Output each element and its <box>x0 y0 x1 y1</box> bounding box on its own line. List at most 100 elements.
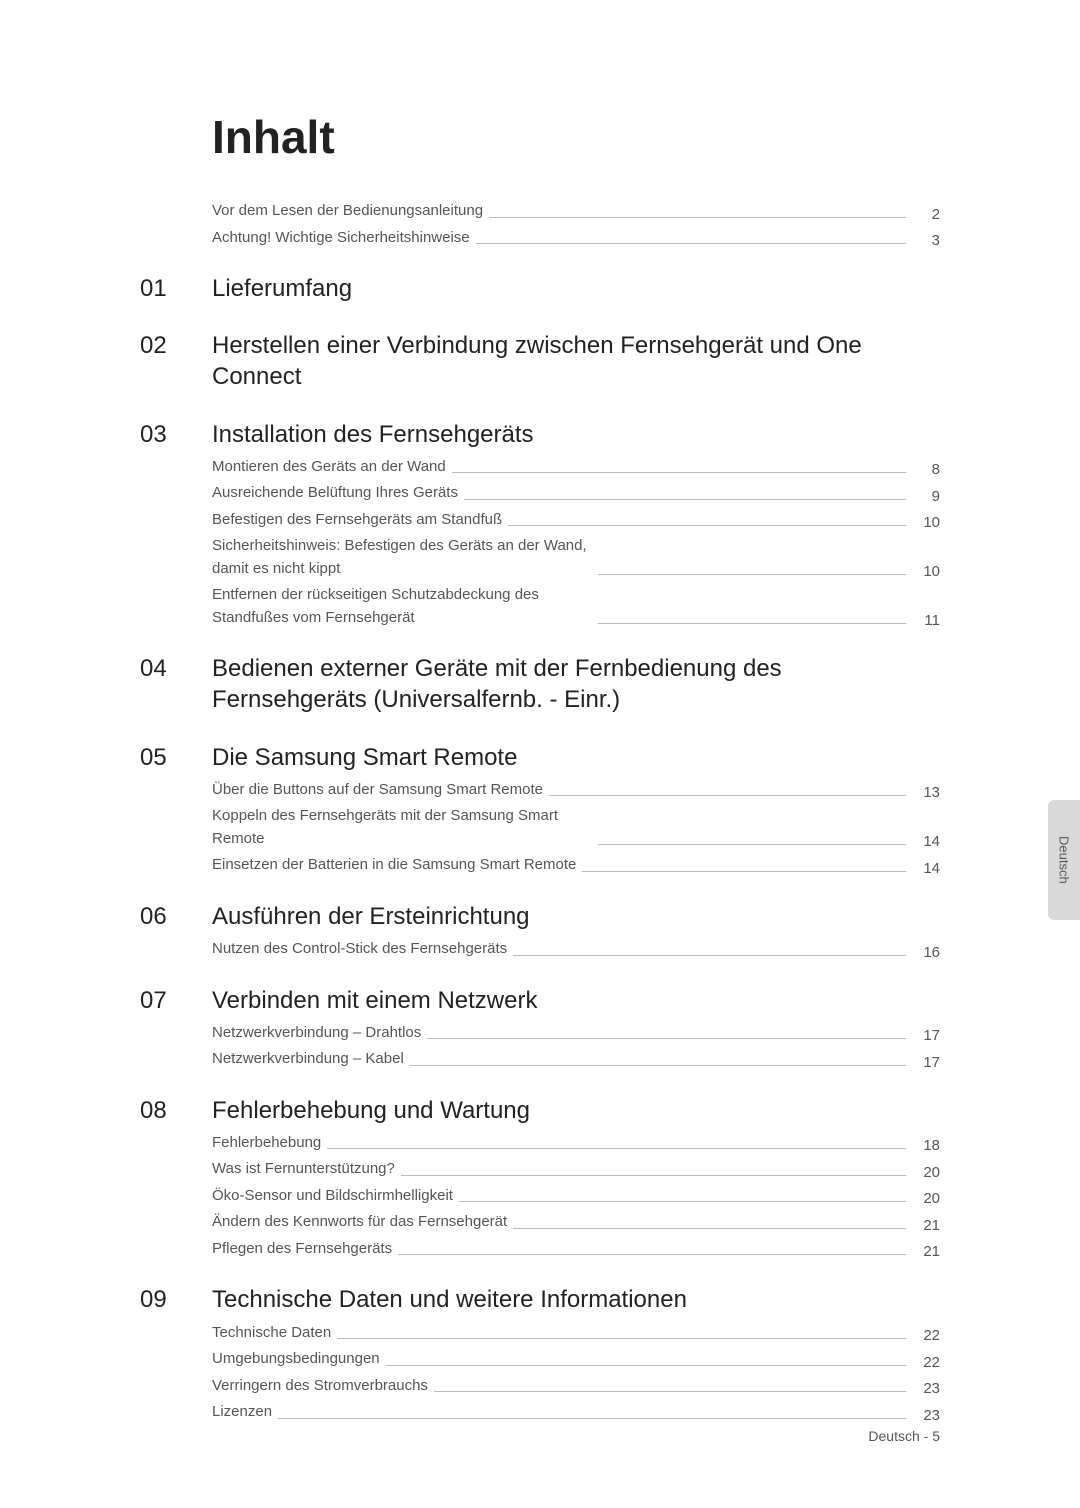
leader-line <box>489 217 906 218</box>
toc-item-page: 8 <box>912 461 940 478</box>
leader-line <box>598 844 906 845</box>
toc-section: 06Ausführen der Ersteinrichtung Nutzen de… <box>140 901 940 965</box>
leader-line <box>459 1201 906 1202</box>
toc-section: 01Lieferumfang <box>140 273 940 310</box>
section-body: Technische Daten und weitere Information… <box>212 1284 940 1427</box>
section-number: 09 <box>140 1284 212 1314</box>
section-body: Herstellen einer Verbindung zwischen Fer… <box>212 330 940 398</box>
section-title: Herstellen einer Verbindung zwischen Fer… <box>212 330 940 392</box>
toc-item-row: Einsetzen der Batterien in die Samsung S… <box>212 854 940 877</box>
leader-line <box>598 623 906 624</box>
toc-item-page: 20 <box>912 1190 940 1207</box>
toc-item-page: 21 <box>912 1243 940 1260</box>
toc-item-row: Lizenzen23 <box>212 1401 940 1424</box>
leader-line <box>476 243 906 244</box>
toc-item-page: 20 <box>912 1164 940 1181</box>
toc-item-label: Lizenzen <box>212 1401 272 1424</box>
section-title: Fehlerbehebung und Wartung <box>212 1095 940 1126</box>
section-title: Technische Daten und weitere Information… <box>212 1284 940 1315</box>
toc-item-row: Ausreichende Belüftung Ihres Geräts9 <box>212 482 940 505</box>
toc-item-page: 22 <box>912 1354 940 1371</box>
toc-item-page: 21 <box>912 1217 940 1234</box>
intro-item-row: Achtung! Wichtige Sicherheitshinweise3 <box>212 227 940 250</box>
section-number: 02 <box>140 330 212 360</box>
toc-item-label: Was ist Fernunterstützung? <box>212 1158 395 1181</box>
section-title: Ausführen der Ersteinrichtung <box>212 901 940 932</box>
language-tab: Deutsch <box>1048 800 1080 920</box>
toc-item-row: Netzwerkverbindung – Kabel 17 <box>212 1048 940 1071</box>
leader-line <box>401 1175 906 1176</box>
toc-item-label: Pflegen des Fernsehgeräts <box>212 1238 392 1261</box>
toc-item-row: Montieren des Geräts an der Wand8 <box>212 456 940 479</box>
leader-line <box>513 1228 906 1229</box>
toc-section: 02Herstellen einer Verbindung zwischen F… <box>140 330 940 398</box>
section-body: Die Samsung Smart Remote Über die Buttons… <box>212 742 940 881</box>
leader-line <box>464 499 906 500</box>
page-footer: Deutsch - 5 <box>868 1428 940 1444</box>
toc-item-label: Einsetzen der Batterien in die Samsung S… <box>212 854 576 877</box>
toc-item-page: 10 <box>912 563 940 580</box>
toc-item-row: Befestigen des Fernsehgeräts am Standfuß… <box>212 509 940 532</box>
toc-section: 07Verbinden mit einem NetzwerkNetzwerkve… <box>140 985 940 1075</box>
toc-item-label: Technische Daten <box>212 1322 331 1345</box>
toc-item-row: Entfernen der rückseitigen Schutzabdecku… <box>212 584 940 629</box>
intro-item-row: Vor dem Lesen der Bedienungsanleitung 2 <box>212 200 940 223</box>
leader-line <box>598 574 906 575</box>
intro-item-page: 3 <box>912 232 940 249</box>
toc-item-page: 14 <box>912 860 940 877</box>
toc-item-page: 17 <box>912 1054 940 1071</box>
toc-item-label: Nutzen des Control-Stick des Fernsehgerä… <box>212 938 507 961</box>
toc-item-row: Koppeln des Fernsehgeräts mit der Samsun… <box>212 805 940 850</box>
section-number: 01 <box>140 273 212 303</box>
section-body: Fehlerbehebung und Wartung Fehlerbehebung… <box>212 1095 940 1265</box>
toc-section: 09Technische Daten und weitere Informati… <box>140 1284 940 1427</box>
toc-item-page: 9 <box>912 488 940 505</box>
toc-item-row: Umgebungsbedingungen22 <box>212 1348 940 1371</box>
toc-item-row: Über die Buttons auf der Samsung Smart R… <box>212 779 940 802</box>
section-title: Bedienen externer Geräte mit der Fernbed… <box>212 653 940 715</box>
section-number: 04 <box>140 653 212 683</box>
leader-line <box>549 795 906 796</box>
leader-line <box>410 1065 906 1066</box>
toc-item-page: 11 <box>912 612 940 629</box>
toc-item-label: Sicherheitshinweis: Befestigen des Gerät… <box>212 535 592 580</box>
section-title: Die Samsung Smart Remote <box>212 742 940 773</box>
section-body: Bedienen externer Geräte mit der Fernbed… <box>212 653 940 721</box>
toc-item-row: Öko-Sensor und Bildschirmhelligkeit20 <box>212 1185 940 1208</box>
toc-item-row: Netzwerkverbindung – Drahtlos17 <box>212 1022 940 1045</box>
toc-section: 04Bedienen externer Geräte mit der Fernb… <box>140 653 940 721</box>
toc-item-row: Technische Daten22 <box>212 1322 940 1345</box>
toc-item-row: Fehlerbehebung18 <box>212 1132 940 1155</box>
toc-item-page: 13 <box>912 784 940 801</box>
toc-item-row: Nutzen des Control-Stick des Fernsehgerä… <box>212 938 940 961</box>
toc-section: 08Fehlerbehebung und WartungFehlerbehebu… <box>140 1095 940 1265</box>
toc-item-page: 16 <box>912 944 940 961</box>
toc-item-row: Pflegen des Fernsehgeräts 21 <box>212 1238 940 1261</box>
leader-line <box>427 1038 906 1039</box>
toc-item-page: 17 <box>912 1027 940 1044</box>
section-body: Ausführen der Ersteinrichtung Nutzen des … <box>212 901 940 965</box>
leader-line <box>386 1365 906 1366</box>
sections-container: 01Lieferumfang 02Herstellen einer Verbind… <box>140 273 940 1428</box>
leader-line <box>327 1148 906 1149</box>
intro-section: Vor dem Lesen der Bedienungsanleitung 2 Ac… <box>212 200 940 249</box>
section-number: 03 <box>140 419 212 449</box>
leader-line <box>278 1418 906 1419</box>
toc-item-label: Verringern des Stromverbrauchs <box>212 1375 428 1398</box>
intro-item-page: 2 <box>912 206 940 223</box>
toc-item-row: Sicherheitshinweis: Befestigen des Gerät… <box>212 535 940 580</box>
document-title: Inhalt <box>212 110 940 164</box>
toc-item-label: Über die Buttons auf der Samsung Smart R… <box>212 779 543 802</box>
toc-item-page: 14 <box>912 833 940 850</box>
section-title: Installation des Fernsehgeräts <box>212 419 940 450</box>
toc-item-label: Netzwerkverbindung – Kabel <box>212 1048 404 1071</box>
section-number: 06 <box>140 901 212 931</box>
leader-line <box>452 472 906 473</box>
toc-section: 03Installation des Fernsehgeräts Montiere… <box>140 419 940 634</box>
toc-item-row: Was ist Fernunterstützung? 20 <box>212 1158 940 1181</box>
leader-line <box>434 1391 906 1392</box>
intro-item-label: Vor dem Lesen der Bedienungsanleitung <box>212 200 483 223</box>
leader-line <box>508 525 906 526</box>
toc-item-label: Befestigen des Fernsehgeräts am Standfuß <box>212 509 502 532</box>
section-title: Verbinden mit einem Netzwerk <box>212 985 940 1016</box>
